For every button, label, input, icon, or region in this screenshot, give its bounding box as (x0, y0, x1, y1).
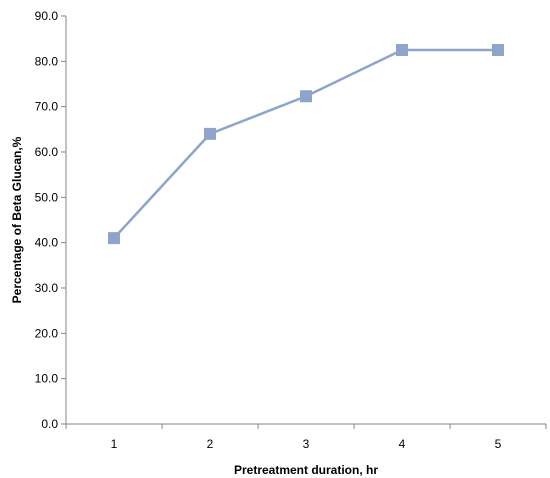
y-tick-label: 20.0 (35, 326, 59, 340)
y-tick-label: 90.0 (35, 9, 59, 23)
x-tick-label: 4 (399, 437, 406, 451)
x-tick-label: 5 (495, 437, 502, 451)
y-axis-title: Percentage of Beta Glucan,% (10, 136, 24, 303)
x-tick-label: 3 (303, 437, 310, 451)
x-axis-title: Pretreatment duration, hr (234, 463, 378, 477)
data-point (108, 232, 120, 245)
x-axis-tick-labels: 1 2 3 4 5 (111, 437, 502, 451)
data-point (204, 127, 216, 140)
y-tick-label: 50.0 (35, 190, 59, 204)
y-tick-label: 10.0 (35, 372, 59, 386)
data-point (492, 44, 504, 56)
data-point (300, 90, 312, 103)
y-tick-label: 80.0 (35, 54, 59, 68)
y-tick-label: 60.0 (35, 145, 59, 159)
series-layer (108, 44, 504, 245)
y-tick-label: 0.0 (41, 417, 58, 431)
x-axis-ticks (65, 424, 547, 429)
y-tick-label: 70.0 (35, 100, 59, 114)
x-tick-label: 2 (207, 437, 214, 451)
y-tick-label: 30.0 (35, 281, 59, 295)
y-axis-tick-labels: 0.0 10.0 20.0 30.0 40.0 50.0 60.0 70.0 80.0 90.0 (35, 9, 59, 431)
series-line (113, 48, 498, 239)
y-axis-ticks (61, 15, 66, 425)
data-point (396, 44, 408, 56)
y-tick-label: 40.0 (35, 236, 59, 250)
x-tick-label: 1 (111, 437, 118, 451)
